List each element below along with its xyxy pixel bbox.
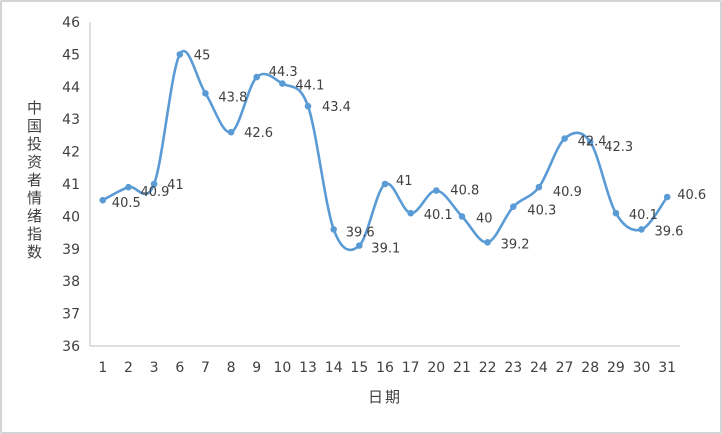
y-tick-label: 37 — [62, 307, 80, 323]
data-label: 40.1 — [629, 208, 658, 223]
data-point-marker — [356, 242, 363, 249]
data-label: 42.4 — [578, 135, 607, 150]
data-point-marker — [253, 73, 260, 81]
x-tick-label: 30 — [633, 360, 651, 376]
x-tick-label: 9 — [252, 360, 261, 376]
data-label: 43.4 — [322, 100, 351, 115]
y-axis-title: 中国投资者情绪指数 — [25, 100, 43, 262]
y-tick-label: 36 — [62, 339, 80, 355]
axes — [89, 22, 680, 347]
y-tick-label: 40 — [62, 209, 80, 225]
data-point-marker — [407, 209, 415, 217]
data-point-marker — [279, 80, 286, 87]
x-tick-label: 31 — [658, 360, 676, 376]
data-point-marker — [330, 226, 338, 233]
data-point-marker — [99, 196, 107, 204]
x-tick-label: 23 — [504, 360, 522, 376]
data-point-marker — [202, 90, 209, 97]
x-tick-label: 29 — [607, 360, 625, 376]
y-tick-label: 42 — [62, 145, 80, 161]
data-label: 40 — [476, 211, 493, 226]
series-line — [101, 50, 669, 252]
x-tick-label: 21 — [453, 360, 471, 376]
data-label: 41 — [396, 174, 413, 189]
data-point-marker — [535, 183, 543, 191]
x-tick-label: 2 — [124, 360, 133, 376]
x-tick-label: 27 — [556, 360, 574, 376]
x-tick-label: 8 — [227, 360, 236, 376]
y-axis-tick-labels: 36 37 38 39 40 41 42 43 44 45 46 — [62, 15, 80, 355]
x-tick-label: 1 — [98, 360, 107, 376]
data-label: 39.6 — [655, 224, 684, 239]
data-point-marker — [663, 193, 671, 201]
data-point-marker — [612, 209, 620, 217]
data-label: 40.3 — [527, 204, 556, 219]
x-tick-label: 16 — [376, 360, 394, 376]
y-tick-label: 39 — [62, 242, 80, 258]
x-tick-label: 13 — [299, 360, 317, 376]
data-label: 42.3 — [604, 140, 633, 155]
x-tick-label: 15 — [350, 360, 368, 376]
x-tick-label: 28 — [581, 360, 599, 376]
data-labels-group: 40.540.9414543.842.644.344.143.439.639.1… — [112, 48, 706, 256]
x-tick-label: 22 — [479, 360, 497, 376]
data-label: 41 — [167, 178, 184, 193]
y-tick-label: 44 — [62, 80, 80, 96]
y-tick-label: 45 — [62, 47, 80, 63]
data-point-marker — [561, 135, 568, 142]
x-tick-label: 7 — [201, 360, 210, 376]
data-label: 40.1 — [424, 208, 453, 223]
data-label: 40.6 — [677, 188, 706, 203]
x-axis-title: 日期 — [367, 388, 402, 406]
x-tick-label: 14 — [325, 360, 343, 376]
data-label: 39.1 — [371, 242, 400, 257]
x-tick-label: 17 — [402, 360, 420, 376]
data-label: 44.1 — [295, 79, 324, 94]
data-point-marker — [638, 226, 645, 233]
series-line-group — [99, 50, 671, 252]
data-label: 39.6 — [346, 225, 375, 240]
data-label: 40.8 — [450, 184, 479, 199]
data-point-marker — [176, 51, 184, 58]
data-label: 40.9 — [553, 185, 582, 200]
data-label: 42.6 — [244, 126, 273, 141]
data-point-marker — [227, 128, 235, 136]
data-label: 43.8 — [218, 90, 247, 105]
y-tick-label: 43 — [62, 112, 80, 128]
data-label: 40.9 — [141, 185, 170, 200]
data-point-marker — [586, 138, 594, 146]
x-tick-label: 3 — [150, 360, 159, 376]
data-label: 39.2 — [501, 237, 530, 252]
data-label: 45 — [194, 48, 211, 63]
data-point-marker — [125, 183, 132, 191]
data-point-marker — [510, 203, 517, 210]
x-axis-tick-labels: 1 2 3 6 7 8 9 10 13 14 15 16 17 20 21 22 23 24 27 28 29 30 31 — [98, 360, 676, 376]
y-tick-label: 46 — [62, 15, 80, 31]
data-label: 40.5 — [112, 196, 141, 211]
x-tick-label: 10 — [273, 360, 291, 376]
y-tick-label: 38 — [62, 274, 80, 290]
data-point-marker — [433, 187, 440, 194]
data-point-marker — [304, 102, 312, 110]
data-point-marker — [484, 239, 491, 246]
data-label: 44.3 — [269, 65, 298, 80]
x-tick-label: 20 — [427, 360, 445, 376]
x-tick-label: 6 — [175, 360, 184, 376]
data-point-marker — [150, 180, 158, 188]
data-point-marker — [381, 180, 389, 188]
x-tick-label: 24 — [530, 360, 548, 376]
data-point-marker — [458, 213, 466, 220]
y-tick-label: 41 — [62, 177, 80, 193]
